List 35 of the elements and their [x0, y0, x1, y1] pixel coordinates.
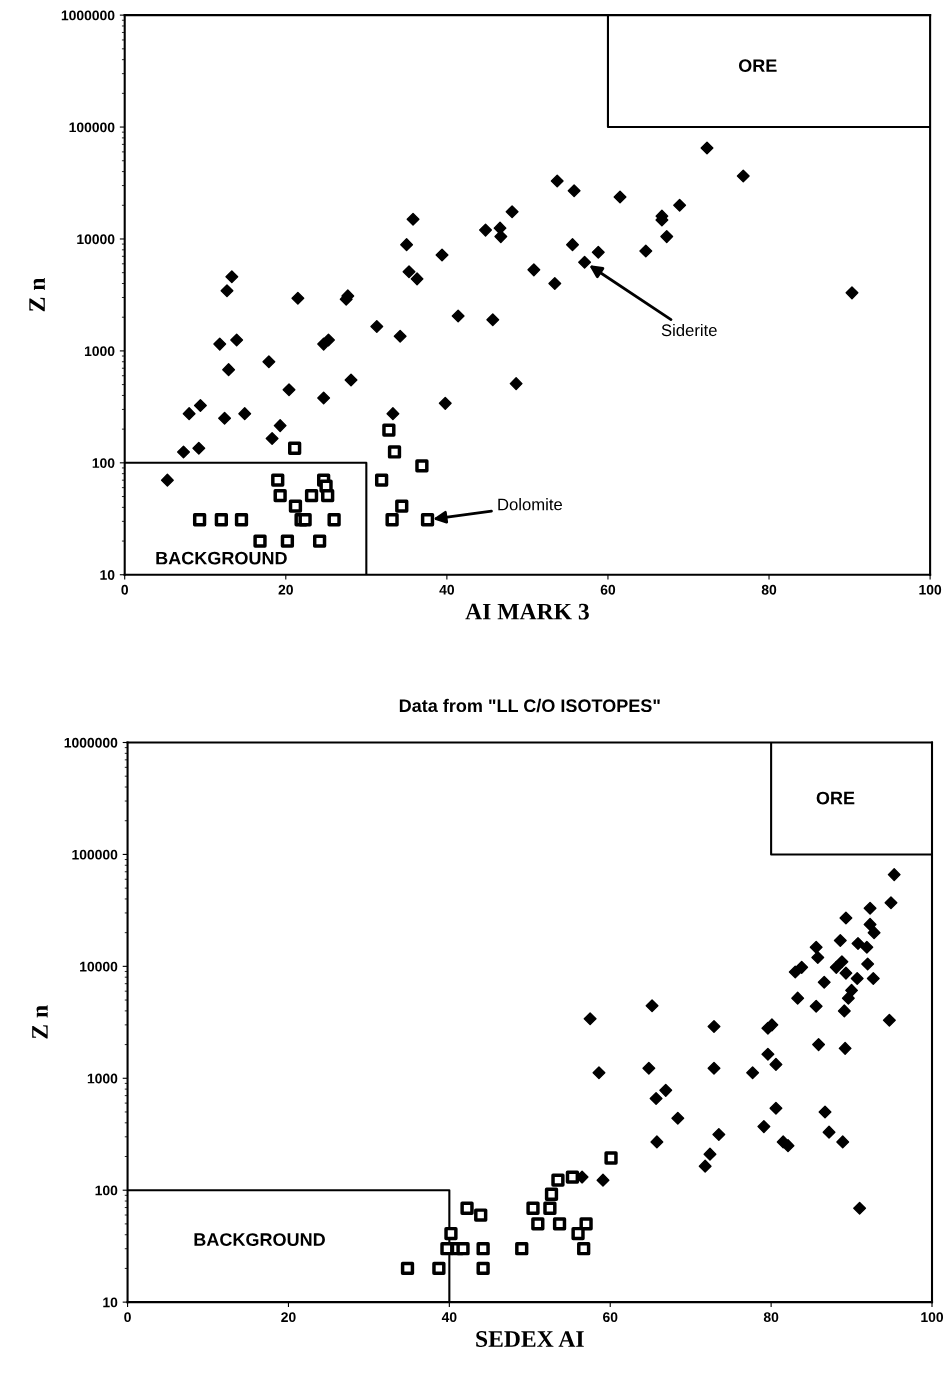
annotation: Dolomite — [498, 498, 563, 511]
y-tick-label: 100000 — [72, 849, 118, 860]
x-tick-label: 100 — [919, 584, 942, 595]
x-tick-label: 20 — [278, 584, 293, 595]
x-tick-label: 40 — [439, 584, 455, 595]
y-tick-label: 1000000 — [61, 10, 115, 21]
y-tick-label: 100000 — [69, 122, 115, 133]
x-tick-label: 100 — [921, 1312, 944, 1323]
y-axis-title: Z n — [32, 1005, 48, 1039]
annotation: Siderite — [661, 323, 717, 337]
y-tick-label: 100 — [95, 1185, 118, 1196]
x-tick-label: 0 — [121, 584, 129, 595]
y-tick-label: 100 — [92, 458, 115, 468]
y-tick-label: 10000 — [80, 961, 118, 972]
x-tick-label: 40 — [441, 1312, 457, 1323]
x-tick-label: 60 — [603, 1312, 618, 1323]
x-axis-title: AI MARK 3 — [465, 603, 589, 620]
x-tick-label: 80 — [763, 1312, 779, 1323]
x-tick-label: 20 — [281, 1312, 296, 1323]
annotation: BACKGROUND — [194, 1233, 325, 1246]
x-tick-label: 80 — [761, 584, 777, 595]
annotation: BACKGROUND — [156, 551, 287, 565]
x-tick-label: 60 — [600, 584, 616, 595]
y-tick-label: 1000000 — [64, 737, 118, 748]
y-axis-title: Z n — [29, 277, 45, 312]
y-tick-label: 1000 — [84, 346, 115, 357]
annotation: ORE — [816, 791, 855, 805]
y-tick-label: 10000 — [77, 234, 115, 245]
x-axis-title: SEDEX AI — [476, 1331, 584, 1347]
chart-title: Data from "LL C/O ISOTOPES" — [399, 698, 660, 713]
annotation: ORE — [738, 59, 777, 73]
y-tick-label: 1000 — [87, 1073, 118, 1084]
x-tick-label: 0 — [124, 1312, 131, 1323]
y-tick-label: 10 — [100, 570, 115, 580]
y-tick-label: 10 — [103, 1297, 118, 1308]
